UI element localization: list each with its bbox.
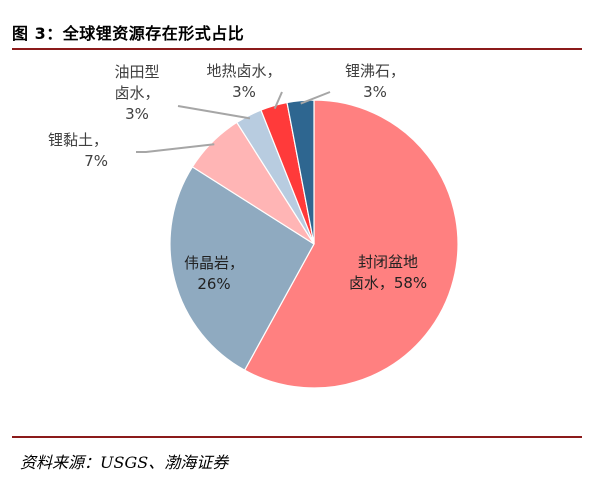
slice-label: 7% [84,152,108,170]
slice-label: 3% [125,105,149,123]
slice-label: 卤水， [114,84,159,102]
slice-label: 地热卤水， [206,62,281,80]
chart-title: 图 3：全球锂资源存在形式占比 [12,24,245,43]
footer-rule [12,436,582,438]
title-rule [12,48,582,50]
pie-slice [286,99,315,245]
slice-label: 26% [197,275,230,293]
leader-lines [136,91,331,153]
slice-label: 3% [363,83,387,101]
source-note: 资料来源：USGS、渤海证券 [20,453,229,472]
pie-slices [169,99,459,389]
slice-label: 伟晶岩， [184,254,244,272]
slice-label: 锂黏土， [48,131,108,149]
leader-line [136,143,215,153]
leader-line [300,91,331,105]
leader-line [273,91,283,110]
slice-label: 锂沸石， [345,62,405,80]
slice-label: 3% [232,83,256,101]
leader-line [177,105,251,120]
slice-label: 卤水，58% [349,274,427,292]
pie-slice [243,99,459,389]
slice-label: 封闭盆地 [358,253,418,271]
pie-slice [169,166,315,372]
slice-label: 油田型 [114,63,159,81]
